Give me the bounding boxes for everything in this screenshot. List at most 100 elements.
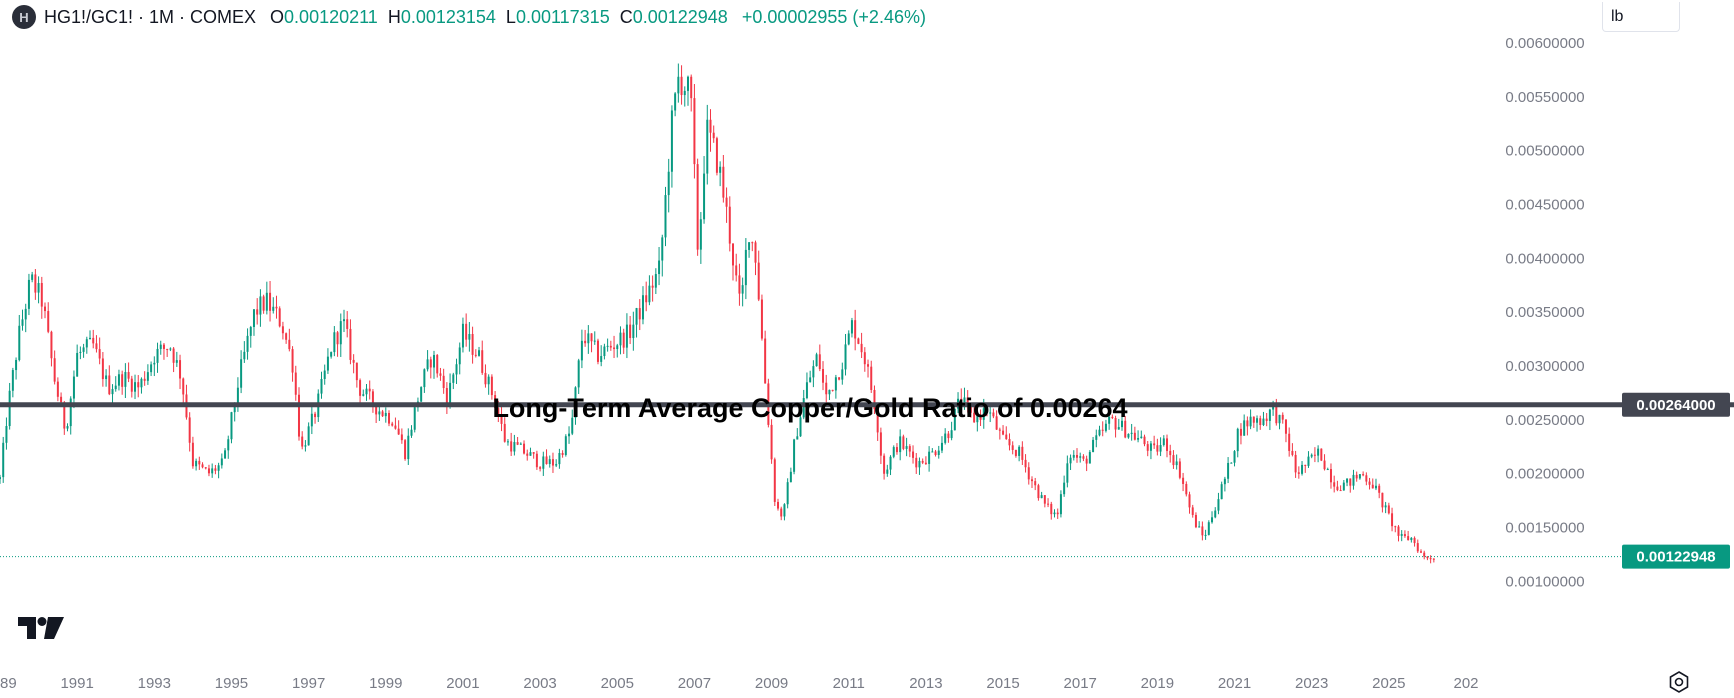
- candle: [72, 370, 75, 409]
- candle: [37, 276, 40, 304]
- candle: [1423, 550, 1426, 560]
- candle: [1284, 419, 1287, 443]
- candle: [195, 458, 198, 471]
- candle: [777, 498, 780, 511]
- time-axis: 1989 1991 1993 1995 1997 1999 2001 2003 2005 2007…: [0, 675, 1479, 692]
- candle: [1374, 478, 1377, 491]
- candle: [587, 325, 590, 354]
- candle: [82, 343, 85, 358]
- candle: [1207, 520, 1210, 536]
- candle: [79, 346, 82, 360]
- candle: [445, 382, 448, 414]
- candle: [1259, 415, 1262, 430]
- candle: [1220, 481, 1223, 500]
- time-tick-label: 2023: [1295, 675, 1328, 692]
- candle: [1429, 555, 1432, 564]
- candle: [812, 360, 815, 388]
- candle: [69, 396, 72, 435]
- tradingview-logo-icon[interactable]: [18, 617, 64, 641]
- candle: [686, 75, 689, 106]
- candle: [60, 392, 63, 403]
- candle: [503, 417, 506, 443]
- candle: [371, 389, 374, 413]
- candle: [143, 371, 146, 386]
- candle: [323, 364, 326, 385]
- candle: [815, 352, 818, 367]
- candle: [307, 422, 310, 446]
- candle: [1079, 452, 1082, 463]
- chart-settings-icon[interactable]: [1668, 671, 1690, 693]
- candle: [172, 347, 175, 373]
- candle: [397, 420, 400, 435]
- candle: [532, 451, 535, 459]
- high-value: 0.00123154: [400, 6, 496, 27]
- candle: [1169, 444, 1172, 463]
- candle: [92, 329, 95, 349]
- candle: [179, 354, 182, 390]
- unit-selector[interactable]: lb: [1602, 2, 1680, 32]
- exchange-logo-icon[interactable]: H: [12, 5, 36, 29]
- time-tick-label: 1989: [0, 675, 17, 692]
- candle: [1014, 449, 1017, 458]
- candle: [471, 326, 474, 364]
- candle: [314, 411, 317, 424]
- candle: [1294, 450, 1297, 478]
- candle: [526, 449, 529, 461]
- symbol-title[interactable]: HG1!/GC1! · 1M · COMEX: [44, 6, 257, 27]
- open-value: 0.00120211: [284, 6, 378, 27]
- candle: [1101, 421, 1104, 437]
- candle: [622, 328, 625, 354]
- candle: [391, 421, 394, 427]
- candle: [1223, 476, 1226, 492]
- candle: [436, 353, 439, 378]
- candle: [1050, 501, 1053, 520]
- candle: [1159, 437, 1162, 457]
- candle: [1088, 450, 1091, 464]
- candle: [1075, 448, 1078, 463]
- candle: [1098, 425, 1101, 437]
- candle: [539, 466, 542, 472]
- candle: [535, 450, 538, 470]
- candle: [182, 377, 185, 404]
- candle: [140, 377, 143, 394]
- candle: [992, 408, 995, 419]
- candle: [1320, 448, 1323, 462]
- candle: [661, 234, 664, 277]
- candle: [658, 246, 661, 286]
- high-label: H: [387, 6, 401, 27]
- candle: [719, 161, 722, 187]
- candle: [381, 409, 384, 418]
- candle: [960, 388, 963, 412]
- candle: [326, 348, 329, 374]
- candle: [1124, 415, 1127, 439]
- candle: [757, 250, 760, 302]
- candle: [1214, 507, 1217, 519]
- candle: [121, 370, 124, 395]
- candle: [902, 434, 905, 451]
- candle: [748, 242, 751, 258]
- close-value: 0.00122948: [632, 6, 728, 27]
- candle: [410, 425, 413, 438]
- candle: [889, 455, 892, 476]
- time-tick-label: 202: [1453, 675, 1478, 692]
- candle: [478, 346, 481, 357]
- candle: [1326, 467, 1329, 471]
- candle: [47, 302, 50, 334]
- time-tick-label: 1993: [138, 675, 171, 692]
- candle: [481, 340, 484, 375]
- candle: [1336, 480, 1339, 492]
- candle: [1021, 441, 1024, 466]
- candle: [220, 453, 223, 469]
- candle: [1304, 464, 1307, 473]
- candle: [304, 440, 307, 452]
- candle: [124, 363, 127, 399]
- candle: [66, 423, 69, 432]
- candle: [1413, 536, 1416, 547]
- candle: [1149, 440, 1152, 460]
- candle: [915, 452, 918, 474]
- candle: [1323, 454, 1326, 471]
- candle: [905, 437, 908, 457]
- candle: [1346, 478, 1349, 487]
- candle: [799, 410, 802, 437]
